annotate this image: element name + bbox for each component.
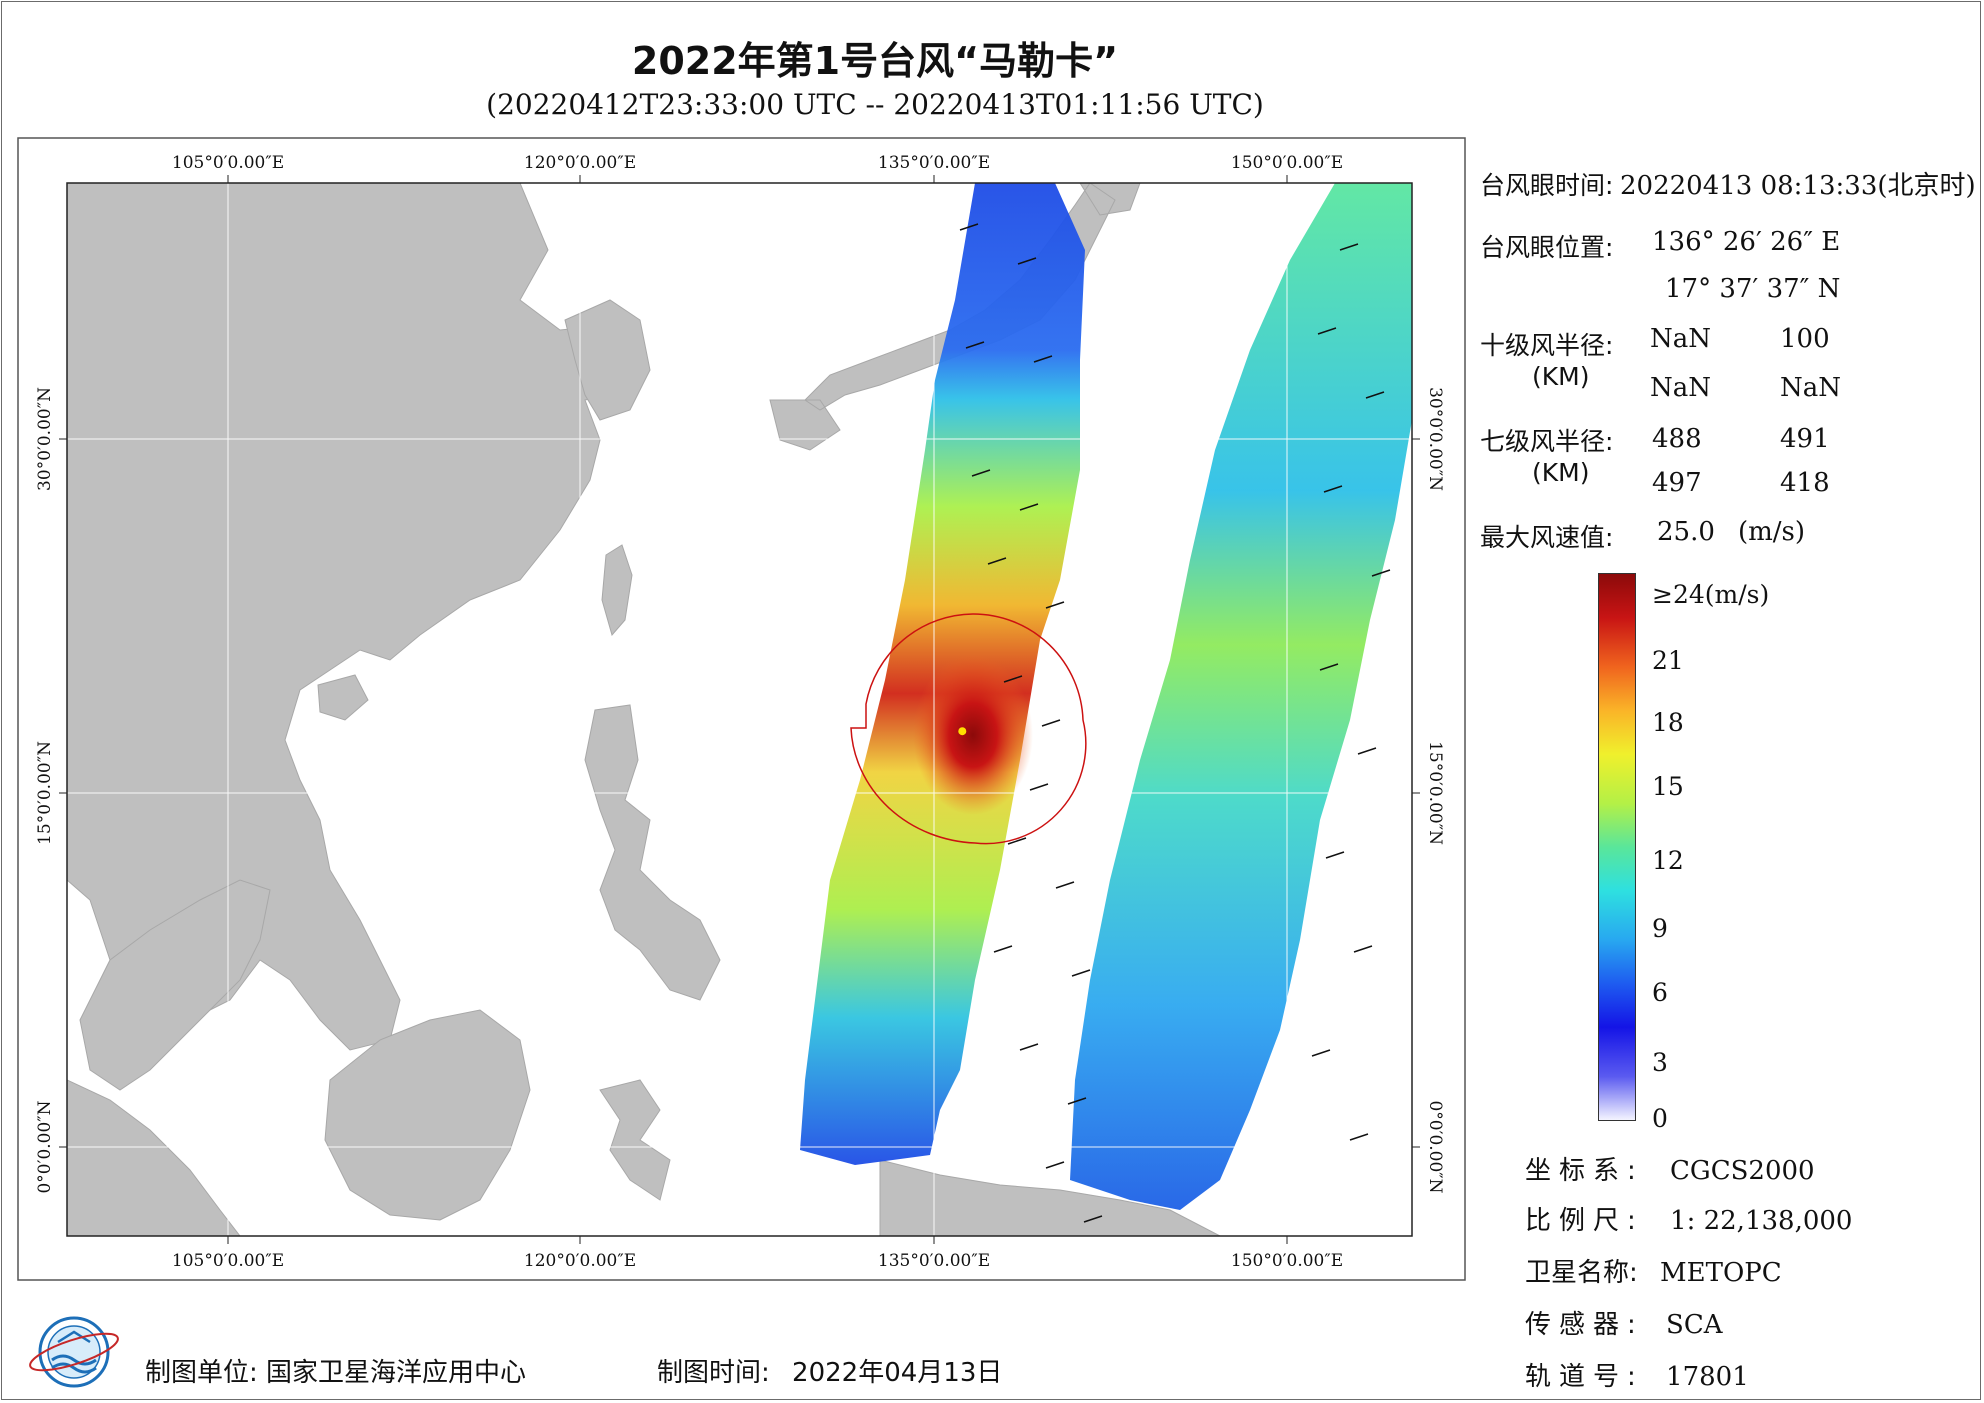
colorbar-label-6: 6 [1652,978,1668,1007]
colorbar-label-15: 15 [1652,772,1684,801]
sensor-value: SCA [1666,1310,1723,1340]
graticule [67,183,1412,1236]
r7-value-3: 418 [1780,468,1830,498]
lat-label-left-2: 0°0′0.00″N [35,1100,55,1193]
r10-unit: (KM) [1532,362,1590,391]
lon-label-bottom-2: 135°0′0.00″E [878,1251,990,1271]
typhoon-core [913,655,1033,815]
r7-value-1: 491 [1780,424,1830,454]
r7-label: 七级风半径: [1480,427,1614,456]
wind-swaths [800,183,1412,1223]
lon-label-top-2: 135°0′0.00″E [878,153,990,173]
footer-date-label: 制图时间: [657,1358,770,1388]
r10-value-0: NaN [1650,324,1712,354]
map-title: 2022年第1号台风“马勒卡” [631,39,1119,83]
land-new-guinea [879,1159,1221,1236]
r10-value-3: NaN [1780,373,1842,403]
land-malay-sumatra [67,1079,241,1236]
sensor-row: 传感器: SCA [1525,1304,1723,1341]
r7-value-2: 497 [1652,468,1702,498]
r10-value-2: NaN [1650,373,1712,403]
eye-time-value: 20220413 08:13:33(北京时) [1620,171,1976,201]
satellite-row: 卫星名称: METOPC [1525,1252,1782,1289]
lat-label-right-0: 30°0′0.00″N [1425,387,1445,491]
lon-label-top-1: 120°0′0.00″E [524,153,636,173]
nsoas-logo [29,1316,119,1388]
colorbar-label-24: ≥24(m/s) [1652,580,1770,609]
lat-label-left-0: 30°0′0.00″N [35,387,55,491]
land-areas [67,183,1221,1236]
max-wind-label: 最大风速值: [1480,523,1614,552]
wind-radius-r7 [850,613,1087,845]
land-korea [564,299,651,421]
scale-value: 1: 22,138,000 [1670,1206,1853,1236]
colorbar-label-18: 18 [1652,708,1684,737]
satellite-value: METOPC [1660,1258,1782,1288]
lat-label-right-1: 15°0′0.00″N [1425,741,1445,845]
footer-org: 制图单位: 国家卫星海洋应用中心 [145,1352,526,1389]
lon-label-top-3: 150°0′0.00″E [1231,153,1343,173]
lat-label-right-2: 0°0′0.00″N [1425,1100,1445,1193]
map-border [66,182,1413,1237]
map-subtitle: (20220412T23:33:00 UTC -- 20220413T01:11… [486,88,1264,121]
r7-value-0: 488 [1652,424,1702,454]
lat-label-left-1: 15°0′0.00″N [35,741,55,845]
footer-org-value: 国家卫星海洋应用中心 [266,1358,527,1388]
land-hainan [317,674,369,721]
colorbar-label-21: 21 [1652,646,1684,675]
eye-lat-value: 17° 37′ 37″ N [1665,274,1841,304]
scale-label: 比例尺: [1525,1206,1644,1236]
coord-system-row: 坐标系: CGCS2000 [1525,1150,1815,1187]
max-wind-unit: (m/s) [1738,517,1806,547]
eye-pos-label: 台风眼位置: [1480,233,1614,262]
wind-swath-east [1070,183,1412,1210]
lon-label-top-0: 105°0′0.00″E [172,153,284,173]
typhoon-eye-marker [958,727,967,736]
land-borneo [324,1009,531,1221]
colorbar-label-0: 0 [1652,1104,1668,1133]
wind-speed-colorbar [1598,573,1636,1121]
colorbar-label-9: 9 [1652,914,1668,943]
land-indochina [79,879,271,1091]
footer-date-value: 2022年04月13日 [792,1358,1003,1388]
lon-label-bottom-0: 105°0′0.00″E [172,1251,284,1271]
lon-ticks [59,175,1420,1244]
colorbar-label-12: 12 [1652,846,1684,875]
r10-value-1: 100 [1780,324,1830,354]
eye-time-label: 台风眼时间: [1480,171,1614,200]
lon-label-bottom-3: 150°0′0.00″E [1231,1251,1343,1271]
footer-date: 制图时间: 2022年04月13日 [657,1352,1002,1389]
r7-unit: (KM) [1532,458,1590,487]
scale-row: 比例尺: 1: 22,138,000 [1525,1200,1852,1237]
orbit-row: 轨道号: 17801 [1525,1356,1749,1393]
orbit-label: 轨道号: [1525,1362,1644,1392]
coord-system-value: CGCS2000 [1670,1156,1815,1186]
eye-lon-value: 136° 26′ 26″ E [1652,227,1841,257]
footer-org-label: 制图单位: [145,1358,258,1388]
lon-label-bottom-1: 120°0′0.00″E [524,1251,636,1271]
land-sulawesi [599,1079,671,1201]
orbit-value: 17801 [1666,1362,1749,1392]
wind-barbs [959,223,1391,1223]
outer-map-box [17,137,1466,1281]
land-taiwan [601,544,633,637]
coord-system-label: 坐标系: [1525,1156,1644,1186]
max-wind-value: 25.0 [1657,517,1715,547]
colorbar-label-3: 3 [1652,1048,1668,1077]
r10-label: 十级风半径: [1480,331,1614,360]
satellite-label: 卫星名称: [1525,1258,1638,1288]
sensor-label: 传感器: [1525,1310,1644,1340]
